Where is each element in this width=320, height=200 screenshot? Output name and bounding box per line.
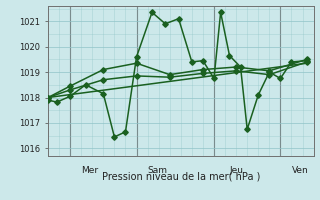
Text: Jeu: Jeu bbox=[229, 166, 244, 175]
Text: Sam: Sam bbox=[148, 166, 168, 175]
Text: Mer: Mer bbox=[81, 166, 98, 175]
Text: Ven: Ven bbox=[292, 166, 308, 175]
X-axis label: Pression niveau de la mer( hPa ): Pression niveau de la mer( hPa ) bbox=[102, 172, 260, 182]
